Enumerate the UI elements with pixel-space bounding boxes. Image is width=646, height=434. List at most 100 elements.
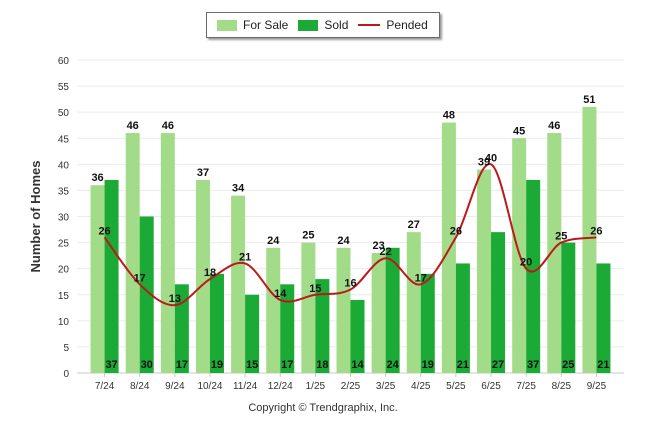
sold-swatch [298,19,319,31]
x-tick-label: 9/24 [165,381,185,392]
y-tick-label: 60 [58,56,70,67]
for-sale-data-label: 37 [197,167,209,179]
x-tick-label: 5/25 [446,381,466,392]
bar-sold [526,179,541,373]
pended-data-label: 13 [169,293,181,305]
for-sale-data-label: 23 [373,240,385,252]
x-tick-label: 6/25 [481,381,501,392]
bar-for-sale [547,133,562,373]
bar-for-sale [125,133,140,373]
sold-data-label: 30 [141,359,153,371]
pended-data-label: 22 [380,246,392,258]
y-tick-label: 15 [58,291,70,302]
pended-data-label: 16 [344,278,356,290]
bar-sold [315,279,330,373]
bar-for-sale [301,242,316,373]
for-sale-data-label: 36 [91,172,103,184]
sold-data-label: 25 [562,359,574,371]
pended-data-label: 17 [415,272,427,284]
x-tick-label: 7/25 [516,381,536,392]
y-tick-label: 35 [58,186,70,197]
pended-data-label: 18 [204,267,216,279]
y-tick-label: 45 [58,134,70,145]
bar-sold [280,284,295,373]
bar-for-sale [231,195,246,373]
pended-data-label: 20 [520,257,532,269]
sold-data-label: 27 [492,359,504,371]
for-sale-data-label: 25 [302,230,314,242]
sold-data-label: 24 [387,359,400,371]
for-sale-data-label: 24 [337,235,350,247]
sold-data-label: 19 [211,359,223,371]
for-sale-data-label: 46 [162,120,174,132]
bar-for-sale [406,232,421,373]
x-tick-label: 3/25 [376,381,396,392]
legend-label-sold: Sold [324,18,349,32]
legend-label-pended: Pended [386,18,428,32]
pended-data-label: 26 [590,225,602,237]
y-tick-label: 50 [58,108,70,119]
y-tick-label: 40 [58,160,70,171]
y-axis-title: Number of Homes [28,161,43,273]
bar-for-sale [90,185,105,373]
x-tick-label: 1/25 [306,381,326,392]
copyright-footer: Copyright © Trendgraphix, Inc. [248,402,398,414]
for-sale-data-label: 27 [408,219,420,231]
legend-item-for-sale[interactable]: For Sale [217,18,288,32]
sold-data-label: 37 [105,359,117,371]
bar-for-sale [336,247,351,373]
x-tick-label: 8/25 [552,381,572,392]
for-sale-data-label: 51 [583,94,595,106]
for-sale-data-label: 46 [548,120,560,132]
for-sale-data-label: 34 [232,183,245,195]
y-tick-label: 20 [58,265,70,276]
legend-item-pended[interactable]: Pended [358,18,428,32]
bar-sold [245,294,260,373]
x-tick-label: 12/24 [268,381,293,392]
bar-for-sale [195,179,210,373]
bar-sold [385,247,400,373]
bar-for-sale [371,253,386,373]
x-tick-label: 4/25 [411,381,431,392]
y-tick-label: 55 [58,82,70,93]
sold-data-label: 17 [176,359,188,371]
y-tick-label: 10 [58,317,70,328]
bar-sold [561,242,576,373]
pended-data-label: 15 [309,283,321,295]
for-sale-data-label: 46 [127,120,139,132]
for-sale-swatch [217,19,237,31]
x-tick-label: 2/25 [341,381,361,392]
for-sale-data-label: 48 [443,110,455,122]
bar-sold [174,284,189,373]
sold-data-label: 15 [246,359,258,371]
sold-data-label: 19 [422,359,434,371]
legend-label-for-sale: For Sale [243,18,289,32]
for-sale-data-label: 45 [513,125,525,137]
bar-for-sale [266,247,281,373]
x-tick-label: 7/24 [95,381,115,392]
bar-for-sale [477,169,492,373]
pended-data-label: 25 [555,231,567,243]
for-sale-data-label: 39 [478,157,490,169]
pended-data-label: 17 [134,272,146,284]
bar-sold [139,216,154,373]
sold-data-label: 37 [527,359,539,371]
y-tick-label: 0 [63,369,69,380]
y-tick-label: 25 [58,239,70,250]
bar-sold [596,263,611,373]
pended-data-label: 26 [450,225,462,237]
legend-item-sold[interactable]: Sold [298,18,348,32]
x-tick-label: 11/24 [233,381,258,392]
pended-data-label: 26 [98,225,110,237]
y-tick-label: 5 [63,343,69,354]
bar-sold [209,273,224,373]
bar-sold [104,179,119,373]
pended-data-label: 14 [274,288,287,300]
pended-swatch [358,24,381,26]
for-sale-data-label: 24 [267,235,280,247]
y-tick-label: 30 [58,213,70,224]
sold-data-label: 21 [597,359,609,371]
pended-line [103,163,597,307]
pended-data-label: 21 [239,251,251,263]
